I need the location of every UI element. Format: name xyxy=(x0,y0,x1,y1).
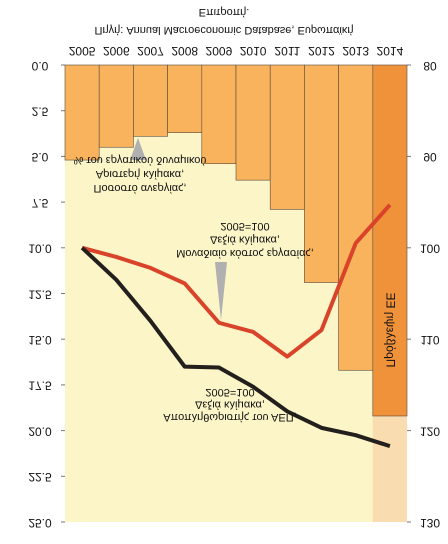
annotation: 2005=100 xyxy=(205,386,254,398)
annotation: Μοναδιαίο κόστος εργασίας, xyxy=(176,247,314,259)
x-tick-label: 2007 xyxy=(137,44,164,58)
annotation: Αποπληθωριστής του ΑΕΠ, xyxy=(163,411,296,423)
y2-tick-label: 100 xyxy=(420,242,440,256)
line xyxy=(81,203,392,359)
y2-tick-label: 110 xyxy=(420,333,439,347)
y-tick-label: 7.5 xyxy=(32,196,49,210)
x-tick-label: 2010 xyxy=(240,44,267,58)
y-tick-label: 15.0 xyxy=(28,333,52,347)
x-tick-label: 2008 xyxy=(171,44,198,58)
source: Πηγή: Annual Macroeconomic Database, Ευρ… xyxy=(95,24,354,36)
x-tick-label: 2005 xyxy=(69,44,96,58)
y-tick-label: 10.0 xyxy=(28,242,52,256)
annotation: Δεξιά κλίμακα, xyxy=(195,399,265,411)
annotation: Δεξιά κλίμακα, xyxy=(210,234,280,246)
y2-tick-label: 120 xyxy=(420,424,440,438)
y2-tick-label: 80 xyxy=(423,59,437,73)
y-tick-label: 2.5 xyxy=(32,105,49,119)
x-tick-label: 2011 xyxy=(274,44,300,58)
x-tick-label: 2012 xyxy=(308,44,335,58)
annotation: % του εργατικού δυναμικού xyxy=(74,154,207,166)
bar xyxy=(98,64,134,148)
annotation: 2005=100 xyxy=(220,220,269,232)
y-tick-label: 25.0 xyxy=(28,516,52,530)
y2-tick-label: 130 xyxy=(420,516,440,530)
annotation: Ποσοστό ανεργίας, xyxy=(94,182,187,194)
x-tick-label: 2009 xyxy=(206,44,233,58)
bar xyxy=(64,64,100,161)
x-tick-label: 2014 xyxy=(377,44,404,58)
y-tick-label: 17.5 xyxy=(28,379,52,393)
x-tick-label: 2006 xyxy=(103,44,130,58)
source: Επιτροπή. xyxy=(199,6,250,18)
y-tick-label: 0.0 xyxy=(32,59,49,73)
y-tick-label: 22.5 xyxy=(28,470,52,484)
bar xyxy=(372,64,408,417)
line xyxy=(80,246,391,449)
bar xyxy=(304,64,339,283)
pointer xyxy=(215,262,227,320)
x-tick-label: 2013 xyxy=(342,44,369,58)
bar xyxy=(269,64,305,210)
bar xyxy=(133,64,168,137)
pointer xyxy=(130,138,146,160)
bar xyxy=(338,64,374,371)
y-tick-label: 20.0 xyxy=(28,424,52,438)
bar xyxy=(201,64,237,165)
y-tick-label: 5.0 xyxy=(32,150,49,164)
y-tick-label: 12.5 xyxy=(28,287,52,301)
forecast-label: Πρόβλεψη ΕΕ xyxy=(384,293,398,368)
bar xyxy=(235,64,271,181)
annotation: Αριστερή κλίμακα, xyxy=(96,168,184,180)
y2-tick-label: 90 xyxy=(423,150,437,164)
bar xyxy=(167,64,203,133)
